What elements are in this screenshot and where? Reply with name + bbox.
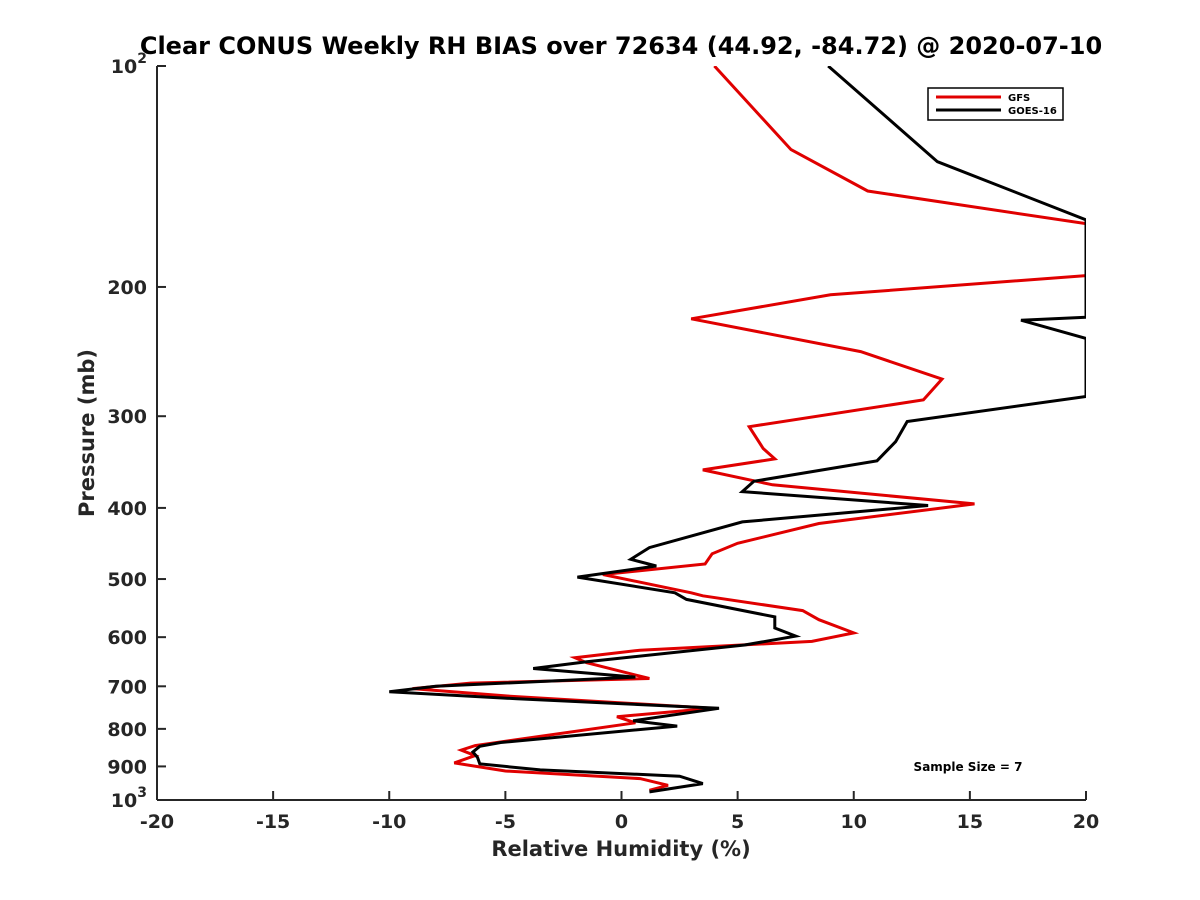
x-tick-label: -20 (140, 811, 174, 833)
x-tick-label: -15 (256, 811, 290, 833)
x-tick-label: -5 (495, 811, 516, 833)
legend-entry: GFS (1008, 93, 1030, 104)
y-tick-label: 800 (107, 719, 147, 741)
y-tick-label: 700 (107, 676, 147, 698)
legend-entry: GOES-16 (1008, 106, 1057, 117)
series-layer (389, 66, 1086, 794)
chart-title: Clear CONUS Weekly RH BIAS over 72634 (4… (140, 32, 1102, 60)
y-tick-label: 200 (107, 277, 147, 299)
x-tick-label: 20 (1073, 811, 1099, 833)
y-tick-label: 103 (111, 785, 147, 812)
y-axis-label: Pressure (mb) (75, 349, 99, 517)
x-tick-label: -10 (372, 811, 406, 833)
y-tick-label: 400 (107, 498, 147, 520)
y-tick-label: 600 (107, 627, 147, 649)
series-line-goes-16 (389, 66, 1086, 794)
axes-layer (156, 66, 1086, 801)
legend: GFS GOES-16 (927, 87, 1064, 121)
x-tick-label: 0 (615, 811, 628, 833)
y-tick-label: 500 (107, 569, 147, 591)
x-tick-label: 10 (841, 811, 867, 833)
ticks-layer: -20 -15 -10 -5 0 5 10 15 20 102 200 300 400 500 600 700… (107, 51, 1099, 833)
legend-box (927, 87, 1064, 121)
y-tick-label: 102 (111, 51, 147, 78)
sample-size-annotation: Sample Size = 7 (914, 760, 1023, 774)
y-tick-label: 300 (107, 406, 147, 428)
x-tick-label: 5 (731, 811, 744, 833)
y-tick-label: 900 (107, 756, 147, 778)
x-tick-label: 15 (957, 811, 983, 833)
x-axis-label: Relative Humidity (%) (491, 837, 750, 861)
